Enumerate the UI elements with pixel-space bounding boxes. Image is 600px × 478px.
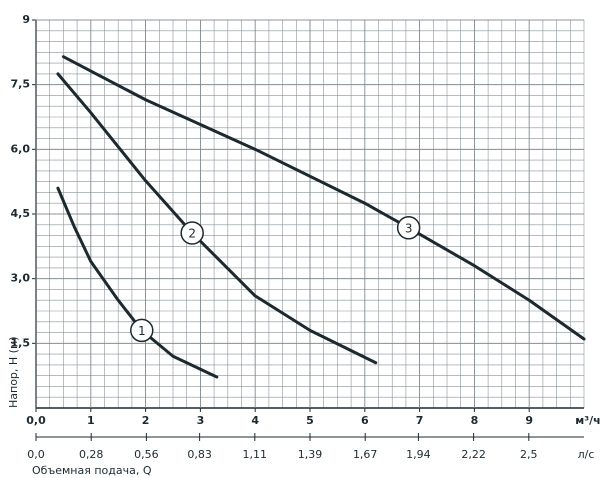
y-tick-label: 9 [22, 13, 30, 26]
x2-unit: л/с [578, 448, 595, 461]
x-unit: м³/ч [575, 414, 600, 427]
x2-tick-label: 0,28 [79, 448, 104, 461]
curve-label-circle [130, 318, 154, 343]
x-tick-label: 9 [525, 414, 533, 427]
pump-curve [61, 55, 586, 341]
y-axis-label: Напор, H (м) [7, 336, 20, 408]
x2-tick-label: 2,22 [461, 448, 486, 461]
y-tick-label: 7,5 [11, 78, 31, 91]
x2-tick-label: 0,0 [27, 448, 45, 461]
x-tick-label: 0,0 [26, 414, 46, 427]
x-tick-label: 5 [306, 414, 314, 427]
x-tick-label: 7 [416, 414, 424, 427]
x2-tick-label: 1,39 [298, 448, 323, 461]
y-tick-label: 6,0 [11, 142, 31, 155]
x2-tick-label: 1,94 [406, 448, 431, 461]
y-tick-label: 3,0 [11, 272, 31, 285]
x2-tick-label: 0,56 [134, 448, 159, 461]
x-tick-label: 2 [142, 414, 150, 427]
curve-label: 1 [138, 324, 146, 338]
x-tick-label: 3 [197, 414, 205, 427]
curve-label-circle [396, 216, 421, 240]
x2-tick-label: 0,83 [187, 448, 212, 461]
curve-label: 2 [188, 226, 196, 240]
y-tick-label: 4,5 [11, 207, 31, 220]
pump-curve [56, 186, 219, 379]
x-tick-label: 1 [87, 414, 95, 427]
x-tick-label: 4 [251, 414, 259, 427]
curve-label: 3 [405, 221, 413, 235]
x2-tick-label: 2,5 [520, 448, 538, 461]
x2-tick-label: 1,67 [353, 448, 378, 461]
curve-label-circle [180, 221, 204, 245]
x-tick-label: 6 [361, 414, 369, 427]
y-tick-label: 1,5 [11, 336, 31, 349]
x2-tick-label: 1,11 [243, 448, 268, 461]
x-tick-label: 8 [471, 414, 479, 427]
x2-axis-label: Объемная подача, Q [32, 464, 152, 477]
